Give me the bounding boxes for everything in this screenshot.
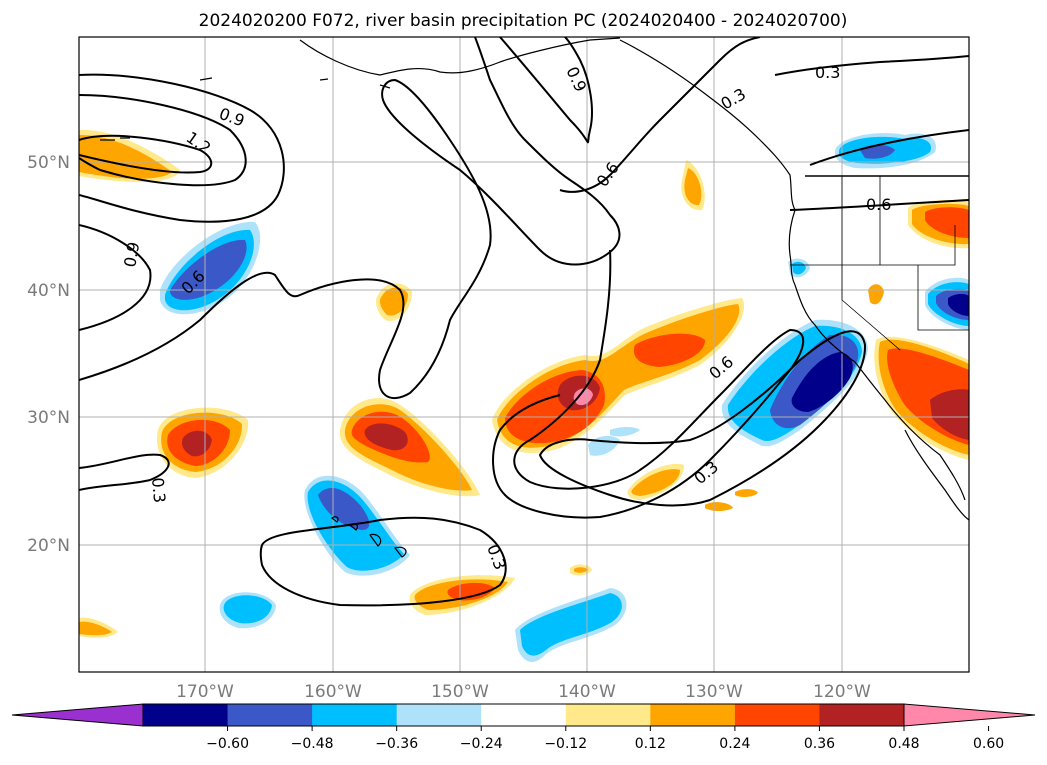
colorbar: −0.60 −0.48 −0.36 −0.24 −0.12 0.12 0.24 0.36 0.4… [11, 703, 1036, 752]
colorbar-segment [481, 704, 567, 726]
contour-label: 0.9 [120, 240, 143, 268]
contour-line [79, 224, 152, 331]
colorbar-tick-label: 0.12 [635, 736, 666, 752]
anomaly-negative [791, 352, 853, 412]
longitude-labels: 170°W 160°W 150°W 140°W 130°W 120°W [176, 682, 871, 702]
contour-line [774, 55, 969, 76]
colorbar-tick-label: 0.60 [973, 736, 1004, 752]
contour-line [538, 330, 867, 507]
anomaly-negative [318, 487, 370, 530]
contour-line [789, 129, 969, 211]
aleutian-islands [100, 77, 391, 141]
lon-label-130w: 130°W [685, 682, 743, 702]
anomaly-negative [223, 595, 272, 624]
lat-label-40n: 40°N [27, 281, 70, 301]
anomaly-negative [170, 239, 247, 300]
map-panel: 0.9 1.2 0.9 0.6 0.9 0.6 0.3 0.3 0.6 0.6 … [78, 36, 970, 673]
pacific-northwest-coast [788, 209, 966, 501]
lat-label-20n: 20°N [27, 536, 70, 556]
lon-label-150w: 150°W [431, 682, 489, 702]
colorbar-segment [396, 704, 482, 726]
coastlines [100, 37, 969, 558]
contour-line [79, 453, 170, 491]
colorbar-tick-label: −0.24 [460, 736, 503, 752]
colorbar-tick-label: −0.60 [206, 736, 249, 752]
colorbar-extend-low [11, 703, 144, 727]
anomaly-positive [930, 389, 969, 440]
contour-lines [79, 37, 969, 607]
colorbar-segment [565, 704, 651, 726]
colorbar-segment [143, 704, 229, 726]
colorbar-extend-high [903, 703, 1036, 727]
contour-line [259, 516, 507, 607]
lon-label-160w: 160°W [304, 682, 362, 702]
anomaly-positive [379, 287, 408, 316]
map-title: 2024020200 F072, river basin precipitati… [199, 11, 848, 31]
contour-line [79, 94, 247, 187]
contour-line [492, 249, 805, 519]
hawaii-islands [331, 516, 407, 558]
contour-line [499, 37, 593, 144]
colorbar-frame [142, 703, 905, 727]
anomaly-negative [520, 593, 622, 656]
graticule [79, 37, 969, 672]
colorbar-tick-label: −0.48 [291, 736, 334, 752]
anomaly-positive [925, 207, 969, 238]
anomaly-positive [631, 469, 680, 496]
contour-label: 0.3 [815, 63, 840, 82]
lon-label-120w: 120°W [813, 682, 871, 702]
anomaly-positive [868, 284, 884, 305]
colorbar-segment [227, 704, 313, 726]
anomaly-positive [735, 489, 758, 498]
colorbar-segment [734, 704, 820, 726]
baja-coast [904, 429, 969, 521]
contour-line [79, 73, 285, 223]
contour-label: 0.6 [866, 195, 891, 214]
colorbar-tick-label: 0.36 [804, 736, 835, 752]
colorbar-segment [819, 704, 905, 726]
lat-label-30n: 30°N [27, 408, 70, 428]
colorbar-segment [312, 704, 398, 726]
latitude-labels: 50°N 40°N 30°N 20°N [27, 153, 70, 556]
alaska-coast [299, 37, 621, 76]
anomaly-positive [79, 134, 172, 179]
anomaly-positive [447, 582, 495, 601]
anomaly-negative [948, 293, 969, 316]
alaska-panhandle-coast [619, 39, 796, 211]
lon-label-170w: 170°W [176, 682, 234, 702]
contour-line [559, 37, 761, 193]
contour-label: 0.3 [148, 477, 169, 504]
lon-label-140w: 140°W [558, 682, 616, 702]
colorbar-tick-label: −0.36 [375, 736, 418, 752]
colorbar-tick-label: 0.48 [888, 736, 919, 752]
colorbar-segment [650, 704, 736, 726]
anomaly-positive [705, 502, 733, 511]
anomaly-positive [573, 388, 593, 406]
anomaly-negative [610, 427, 640, 437]
anomaly-positive [633, 333, 705, 367]
anomaly-positive [684, 168, 702, 206]
lat-label-50n: 50°N [27, 153, 70, 173]
contour-line [79, 134, 213, 174]
map-frame [78, 36, 970, 673]
state-borders [790, 176, 969, 351]
anomaly-positive [574, 567, 588, 573]
contour-line [79, 37, 621, 399]
colorbar-tick-label: 0.24 [719, 736, 750, 752]
anomaly-positive [79, 621, 112, 636]
colorbar-tick-label: −0.12 [544, 736, 587, 752]
anomaly-positive [364, 423, 408, 451]
